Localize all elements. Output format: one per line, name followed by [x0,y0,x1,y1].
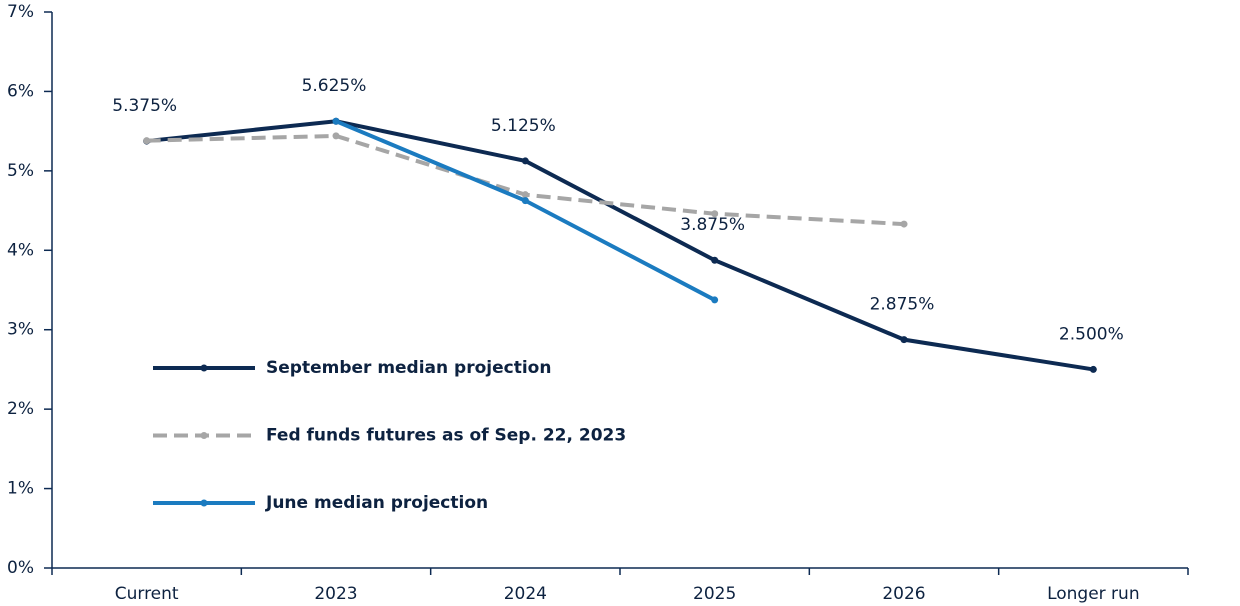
y-tick-label: 2% [7,399,34,419]
point [521,197,529,205]
y-tick-label: 4% [7,240,34,260]
legend-marker [200,364,208,372]
x-tick-label: 2023 [314,584,357,604]
point [711,296,719,304]
y-tick-label: 6% [7,81,34,101]
legend-marker [200,432,208,439]
x-tick-label: 2025 [693,584,736,604]
point [711,256,719,264]
data-label: 5.625% [302,76,367,96]
data-label: 3.875% [680,215,745,235]
y-tick-label: 1% [7,479,34,499]
data-label: 2.875% [870,295,935,315]
point [332,132,340,140]
x-tick-label: Longer run [1047,584,1140,604]
y-tick-label: 7% [7,2,34,22]
y-tick-label: 0% [7,558,34,578]
series-line [146,119,1094,372]
legend-label: June median projection [265,493,488,513]
legend-label: September median projection [266,358,551,378]
x-tick-label: Current [115,584,179,604]
legend-label: Fed funds futures as of Sep. 22, 2023 [266,426,626,446]
y-tick-label: 3% [7,320,34,340]
data-label: 2.500% [1059,324,1124,344]
data-label: 5.375% [112,96,177,116]
legend-marker [200,499,208,507]
x-tick-label: 2024 [504,584,547,604]
point [143,137,151,145]
series-line [335,119,716,302]
point [521,191,529,199]
x-tick-label: 2026 [882,584,925,604]
point [521,157,529,165]
series-line [146,133,905,227]
point [1089,365,1097,373]
point [900,336,908,344]
point [332,117,340,125]
point [900,220,908,228]
point [711,210,719,218]
y-tick-label: 5% [7,161,34,181]
data-label: 5.125% [491,116,556,136]
